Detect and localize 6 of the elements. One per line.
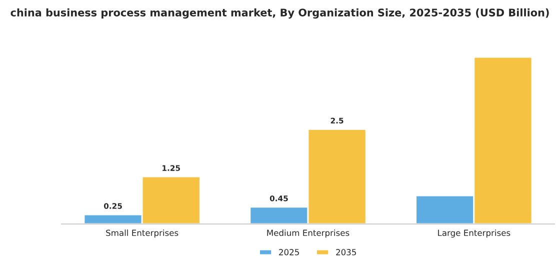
x-tick-label: Medium Enterprises — [267, 230, 350, 238]
legend-label: 2035 — [336, 249, 356, 256]
x-tick-label: Large Enterprises — [438, 230, 510, 238]
chart-title: china business process management market, By Organization Size, 2025-2035 (USD Billion) — [10, 8, 549, 19]
legend-label: 2025 — [279, 249, 299, 256]
x-tick-label: Small Enterprises — [106, 230, 178, 238]
